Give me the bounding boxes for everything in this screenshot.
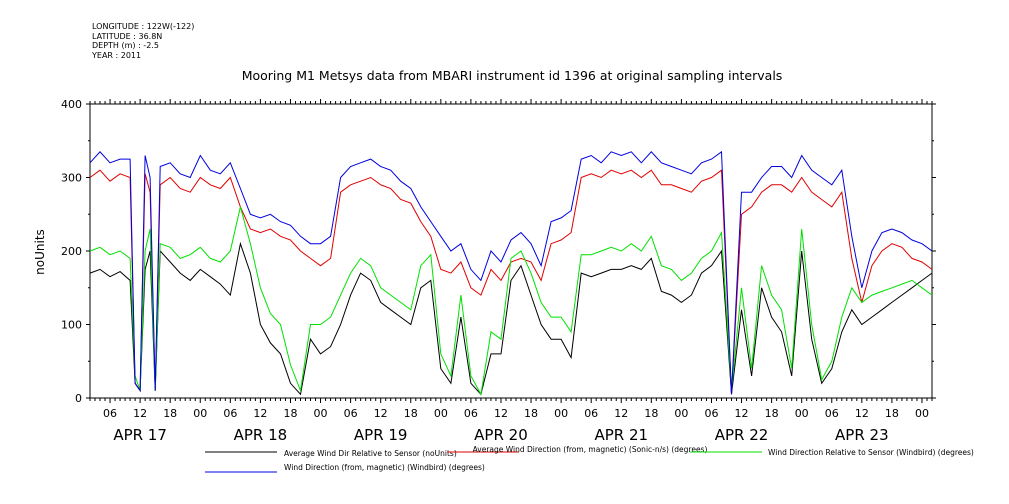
y-axis: 0 100 200 300 400 — [61, 98, 936, 405]
x-tick-label: 12 — [133, 407, 147, 420]
longitude-text: LONGITUDE : 122W(-122) — [92, 22, 195, 31]
legend-label-2: Average Wind Direction (from, magnetic) … — [473, 445, 708, 454]
plot-frame — [89, 103, 933, 399]
y-tick-label: 300 — [61, 172, 82, 185]
date-label: APR 20 — [474, 426, 528, 444]
legend: Average Wind Dir Relative to Sensor (noU… — [205, 445, 974, 473]
x-tick-label: 06 — [584, 407, 598, 420]
x-tick-label: 12 — [253, 407, 267, 420]
date-label: APR 17 — [113, 426, 167, 444]
x-tick-label: 18 — [765, 407, 779, 420]
x-tick-label: 00 — [193, 407, 207, 420]
date-label: APR 21 — [594, 426, 648, 444]
x-tick-label: 12 — [735, 407, 749, 420]
x-tick-label: 00 — [554, 407, 568, 420]
y-tick-label: 200 — [61, 245, 82, 258]
series-line-3 — [89, 206, 933, 396]
x-tick-label: 06 — [704, 407, 718, 420]
legend-label-1: Average Wind Dir Relative to Sensor (noU… — [284, 449, 457, 458]
x-tick-label: 00 — [915, 407, 929, 420]
y-axis-label: noUnits — [33, 229, 47, 275]
series-group — [89, 150, 933, 396]
x-tick-label: 12 — [855, 407, 869, 420]
date-label: APR 18 — [234, 426, 288, 444]
x-tick-label: 18 — [283, 407, 297, 420]
x-tick-label: 06 — [344, 407, 358, 420]
x-tick-label: 18 — [524, 407, 538, 420]
series-line-4 — [89, 150, 933, 395]
date-label: APR 22 — [715, 426, 769, 444]
y-tick-label: 400 — [61, 98, 82, 111]
date-label: APR 19 — [354, 426, 408, 444]
x-tick-label: 06 — [103, 407, 117, 420]
x-tick-label: 06 — [223, 407, 237, 420]
metadata-block: LONGITUDE : 122W(-122) LATITUDE : 36.8N … — [92, 22, 194, 60]
x-tick-label: 00 — [434, 407, 448, 420]
x-tick-label: 18 — [644, 407, 658, 420]
x-tick-label: 18 — [163, 407, 177, 420]
legend-label-3: Wind Direction Relative to Sensor (Windb… — [768, 448, 974, 457]
x-tick-label: 00 — [795, 407, 809, 420]
year-text: YEAR : 2011 — [92, 50, 142, 60]
x-tick-label: 06 — [464, 407, 478, 420]
series-line-1 — [89, 241, 933, 396]
legend-label-4: Wind Direction (from, magnetic) (Windbir… — [284, 463, 485, 472]
x-tick-label: 00 — [674, 407, 688, 420]
y-tick-label: 0 — [75, 392, 82, 405]
x-tick-label: 18 — [404, 407, 418, 420]
x-tick-label: 12 — [494, 407, 508, 420]
series-line-2 — [89, 169, 933, 395]
y-tick-label: 100 — [61, 319, 82, 332]
x-tick-label: 12 — [374, 407, 388, 420]
date-label: APR 23 — [835, 426, 889, 444]
x-tick-label: 00 — [314, 407, 328, 420]
x-tick-label: 12 — [614, 407, 628, 420]
latitude-text: LATITUDE : 36.8N — [92, 31, 163, 41]
chart-title: Mooring M1 Metsys data from MBARI instru… — [242, 68, 783, 83]
depth-text: DEPTH (m) : -2.5 — [92, 41, 159, 50]
x-axis: 06 12 18 00 06 12 18 00 06 12 18 00 06 12 18 00 06 12 18 00… — [89, 99, 933, 444]
x-tick-label: 06 — [825, 407, 839, 420]
x-tick-label: 18 — [885, 407, 899, 420]
